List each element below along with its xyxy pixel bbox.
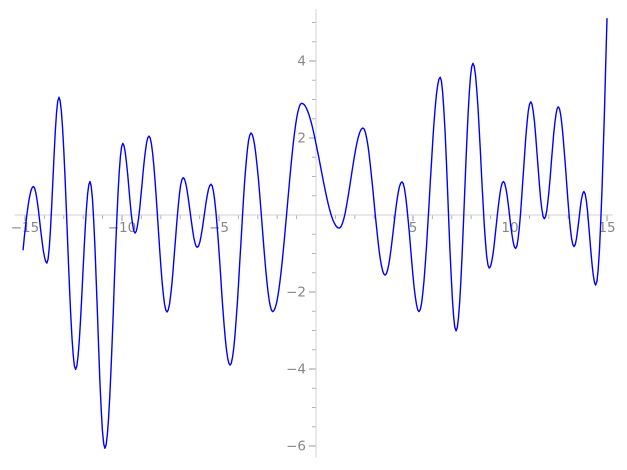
x-tick-label: 5	[409, 220, 418, 236]
function-curve	[22, 18, 608, 449]
x-tick-label: −10	[108, 220, 137, 236]
y-tick-label: −4	[286, 362, 306, 378]
x-tick-label: −5	[209, 220, 229, 236]
y-tick-label: 2	[297, 131, 306, 147]
y-tick-label: −6	[286, 439, 306, 455]
y-tick-label: −2	[286, 285, 306, 301]
x-tick-label: 15	[598, 220, 615, 236]
x-tick-label: 10	[501, 220, 518, 236]
y-tick-label: 4	[297, 54, 306, 70]
